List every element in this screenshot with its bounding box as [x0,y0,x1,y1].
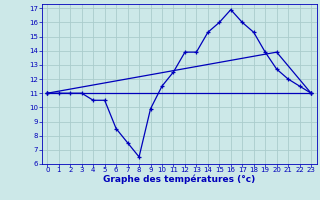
X-axis label: Graphe des températures (°c): Graphe des températures (°c) [103,175,255,184]
